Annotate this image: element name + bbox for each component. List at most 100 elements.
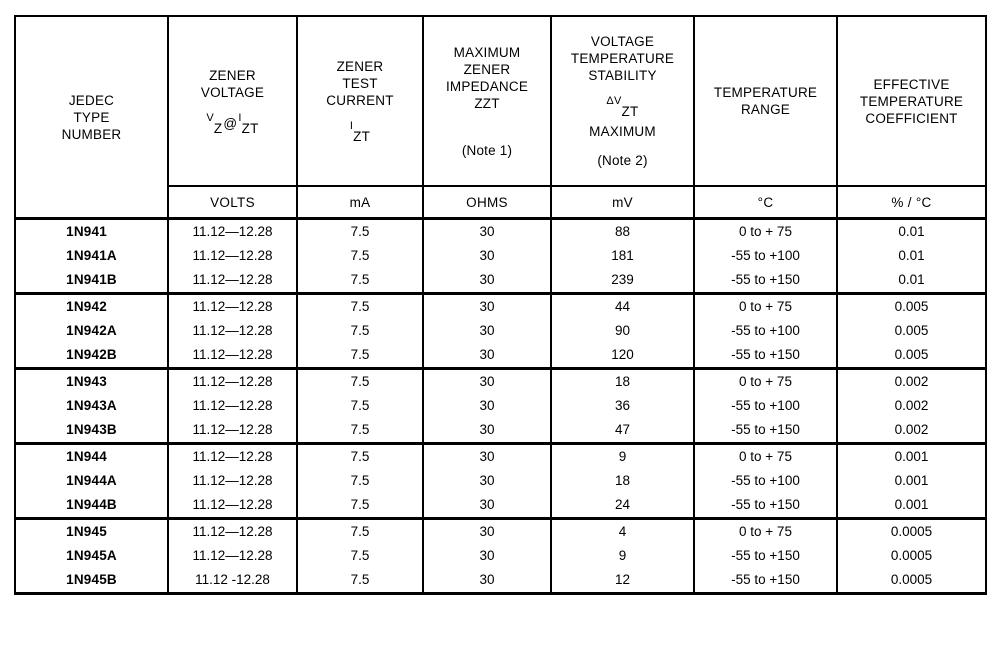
cell-temperature-range: 0 to + 75 -55 to +100 -55 to +150: [693, 367, 838, 445]
header-line: ZENER: [336, 59, 384, 74]
value: 0.0005: [890, 524, 933, 539]
value: 30: [479, 473, 495, 488]
value: 11.12—12.28: [192, 248, 273, 263]
symbol-sub-zt: ZT: [241, 120, 259, 136]
header-line: NUMBER: [61, 126, 122, 142]
header-effective-temperature-coefficient: EFFECTIVE TEMPERATURE COEFFICIENT: [836, 15, 987, 187]
value: -55 to +100: [731, 398, 800, 413]
jedec-type: 1N942A: [66, 323, 117, 338]
value: 0.005: [894, 323, 929, 338]
table-row-group: 1N945 1N945A 1N945B 11.12—12.28 11.12—12…: [14, 517, 987, 595]
value: 11.12—12.28: [192, 272, 273, 287]
value: 7.5: [350, 224, 370, 239]
cell-effective-temperature-coefficient: 0.01 0.01 0.01: [836, 217, 987, 295]
table-header: JEDEC TYPE NUMBER ZENER VOLTAGE VZ@IZT Z…: [14, 15, 987, 220]
value: 9: [618, 548, 627, 563]
value: 90: [614, 323, 631, 338]
cell-voltage-temperature-stability: 88 181 239: [550, 217, 695, 295]
jedec-type: 1N943A: [66, 398, 117, 413]
jedec-type: 1N944: [66, 449, 107, 464]
value: 11.12—12.28: [192, 497, 273, 512]
unit-effective-temperature-coefficient: % / °C: [836, 185, 987, 220]
value: 11.12—12.28: [192, 374, 273, 389]
unit-zener-test-current: mA: [296, 185, 424, 220]
symbol-sub-zt: ZT: [353, 129, 371, 144]
jedec-type: 1N945A: [66, 548, 117, 563]
value: 7.5: [350, 422, 370, 437]
cell-zener-voltage: 11.12—12.28 11.12—12.28 11.12—12.28: [167, 292, 298, 370]
value: 0.01: [898, 224, 925, 239]
cell-temperature-range: 0 to + 75 -55 to +100 -55 to +150: [693, 217, 838, 295]
value: 11.12—12.28: [192, 347, 273, 362]
value: 0 to + 75: [739, 449, 792, 464]
cell-zener-test-current: 7.5 7.5 7.5: [296, 442, 424, 520]
value: -55 to +150: [731, 347, 800, 362]
cell-jedec-type-number: 1N944 1N944A 1N944B: [14, 442, 169, 520]
header-line: TEMPERATURE: [859, 93, 964, 109]
value: 11.12—12.28: [192, 422, 273, 437]
value: 0.002: [894, 398, 929, 413]
value: 11.12—12.28: [192, 524, 273, 539]
cell-maximum-zener-impedance: 30 30 30: [422, 367, 552, 445]
cell-zener-voltage: 11.12—12.28 11.12—12.28 11.12—12.28: [167, 217, 298, 295]
value: 30: [479, 248, 495, 263]
value: 44: [614, 299, 631, 314]
cell-zener-test-current: 7.5 7.5 7.5: [296, 217, 424, 295]
symbol-v: V: [206, 111, 214, 124]
value: 0.005: [894, 347, 929, 362]
jedec-type: 1N941B: [66, 272, 117, 287]
header-line: ZENER: [209, 67, 256, 83]
value: 30: [479, 524, 495, 539]
value: 7.5: [350, 323, 370, 338]
cell-maximum-zener-impedance: 30 30 30: [422, 292, 552, 370]
table-row-group: 1N942 1N942A 1N942B 11.12—12.28 11.12—12…: [14, 292, 987, 370]
header-temperature-range: TEMPERATURE RANGE: [693, 15, 838, 187]
cell-zener-test-current: 7.5 7.5 7.5: [296, 367, 424, 445]
header-line: RANGE: [740, 102, 790, 117]
value: 9: [618, 449, 627, 464]
cell-zener-voltage: 11.12—12.28 11.12—12.28 11.12—12.28: [167, 367, 298, 445]
value: 30: [479, 224, 495, 239]
value: 0.01: [898, 248, 925, 263]
value: -55 to +100: [731, 473, 800, 488]
value: 7.5: [350, 272, 370, 287]
value: 36: [614, 398, 631, 413]
value: 0.002: [894, 422, 929, 437]
header-line: TYPE: [73, 109, 110, 125]
cell-voltage-temperature-stability: 4 9 12: [550, 517, 695, 595]
value: 30: [479, 449, 495, 464]
header-line: VOLTAGE: [200, 84, 265, 100]
value: 0 to + 75: [739, 524, 792, 539]
header-line: TEST: [342, 76, 378, 91]
jedec-type: 1N941: [66, 224, 107, 239]
cell-maximum-zener-impedance: 30 30 30: [422, 442, 552, 520]
value: 11.12—12.28: [192, 449, 273, 464]
header-line: COEFFICIENT: [865, 110, 958, 126]
cell-effective-temperature-coefficient: 0.001 0.001 0.001: [836, 442, 987, 520]
value: -55 to +150: [731, 422, 800, 437]
value: 7.5: [350, 398, 370, 413]
value: 7.5: [350, 473, 370, 488]
value: -55 to +150: [731, 497, 800, 512]
value: 7.5: [350, 497, 370, 512]
cell-voltage-temperature-stability: 9 18 24: [550, 442, 695, 520]
symbol-delta-vzt: ΔVZT: [552, 95, 693, 119]
table-body: 1N941 1N941A 1N941B 11.12—12.28 11.12—12…: [14, 217, 987, 595]
header-line: TEMPERATURE: [713, 85, 818, 100]
value: 7.5: [350, 572, 370, 587]
value: 11.12—12.28: [192, 224, 273, 239]
header-line: VOLTAGE: [590, 34, 655, 49]
cell-jedec-type-number: 1N945 1N945A 1N945B: [14, 517, 169, 595]
cell-effective-temperature-coefficient: 0.0005 0.0005 0.0005: [836, 517, 987, 595]
zener-diode-specification-table: JEDEC TYPE NUMBER ZENER VOLTAGE VZ@IZT Z…: [14, 15, 987, 595]
value: 30: [479, 398, 495, 413]
jedec-type: 1N942: [66, 299, 107, 314]
symbol-i: I: [238, 111, 242, 124]
value: 18: [614, 473, 631, 488]
value: 30: [479, 347, 495, 362]
header-zener-test-current: ZENER TEST CURRENT IZT: [296, 15, 424, 187]
value: 0.01: [898, 272, 925, 287]
value: 4: [618, 524, 627, 539]
value: 11.12 -12.28: [195, 572, 270, 587]
